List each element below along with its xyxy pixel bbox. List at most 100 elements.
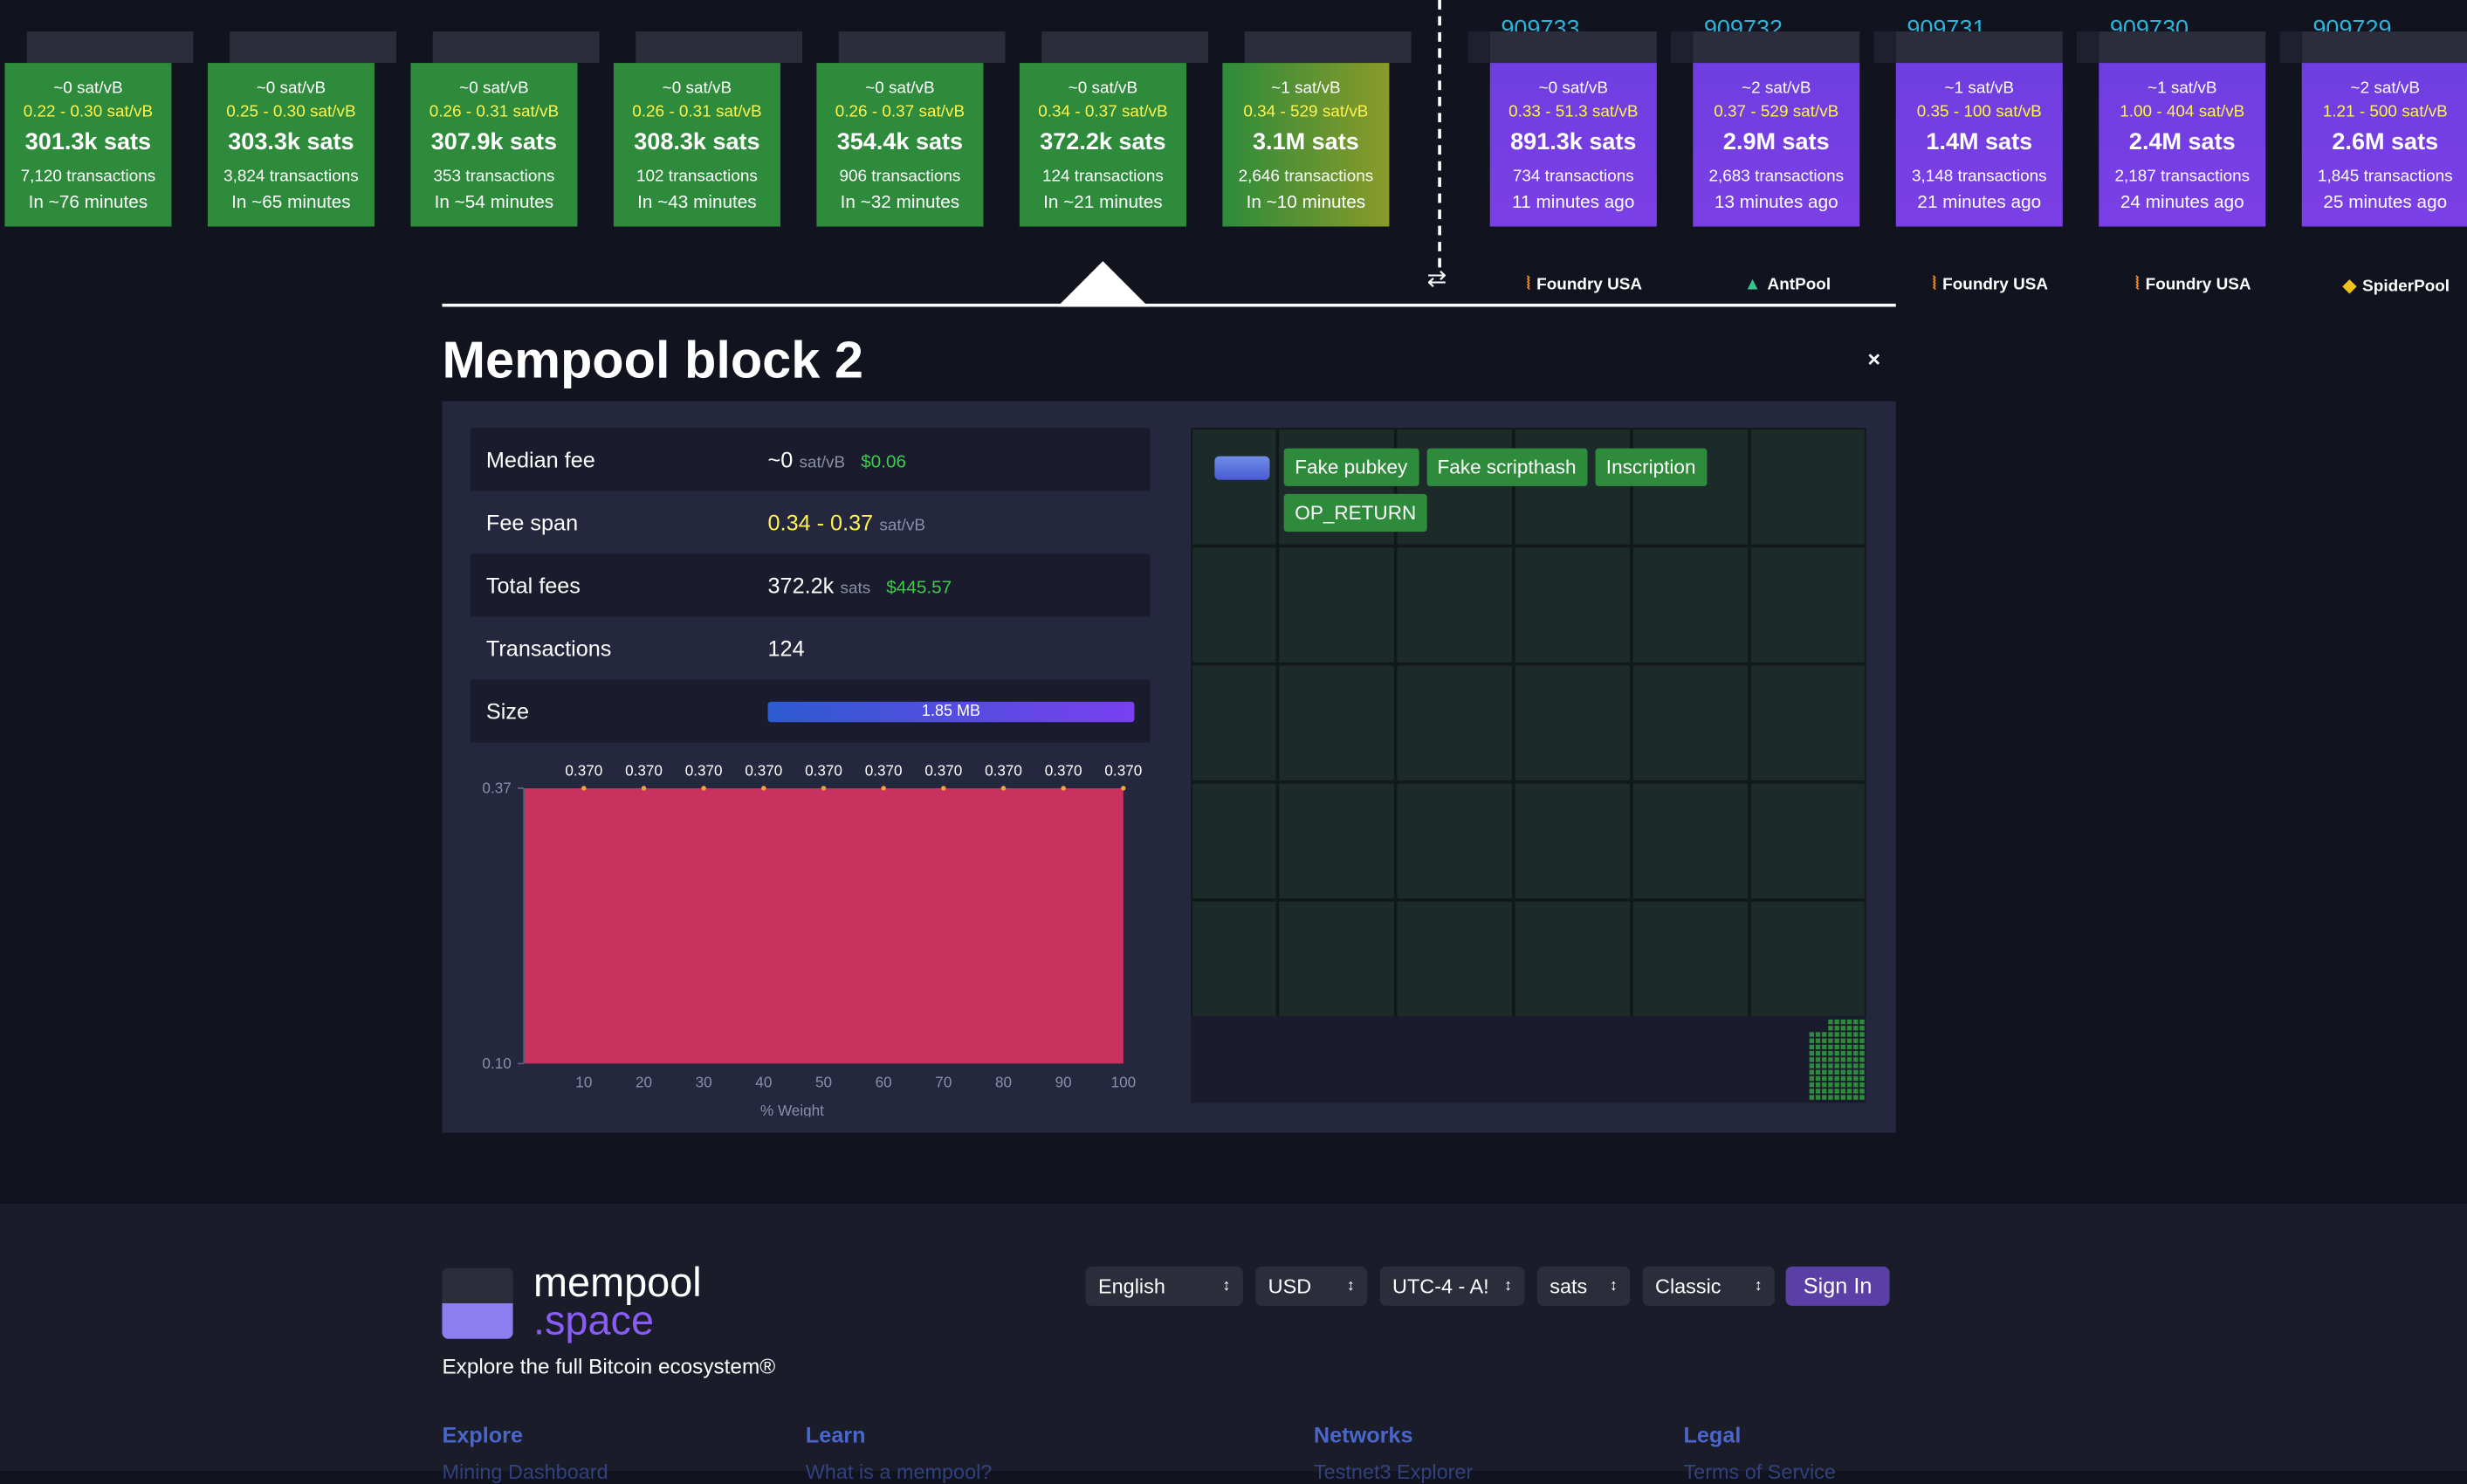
tx-square[interactable] bbox=[1822, 1089, 1827, 1094]
tx-square[interactable] bbox=[1859, 1019, 1865, 1025]
tx-square[interactable] bbox=[1846, 1069, 1852, 1075]
tx-square[interactable] bbox=[1846, 1050, 1852, 1056]
mempool-block[interactable]: ~0 sat/vB 0.26 - 0.31 sat/vB 307.9k sats 35… bbox=[410, 31, 600, 227]
tag-filter-button[interactable]: OP_RETURN bbox=[1283, 493, 1427, 532]
tx-square[interactable] bbox=[1840, 1019, 1846, 1025]
tx-square[interactable] bbox=[1749, 428, 1866, 546]
tag-filter-button[interactable]: Fake pubkey bbox=[1283, 448, 1419, 486]
tx-square[interactable] bbox=[1834, 1019, 1839, 1025]
tx-square[interactable] bbox=[1809, 1089, 1815, 1094]
tx-square[interactable] bbox=[1853, 1095, 1859, 1100]
tx-square[interactable] bbox=[1822, 1038, 1827, 1043]
tx-square[interactable] bbox=[1828, 1032, 1833, 1037]
tx-square[interactable] bbox=[1815, 1082, 1821, 1088]
footer-link[interactable]: What is a mempool? bbox=[805, 1460, 993, 1484]
tx-square[interactable] bbox=[1191, 663, 1278, 782]
tx-square[interactable] bbox=[1749, 663, 1866, 782]
mempool-block[interactable]: ~1 sat/vB 0.34 - 529 sat/vB 3.1M sats 2,646… bbox=[1222, 31, 1412, 227]
tx-square[interactable] bbox=[1749, 899, 1866, 1019]
mining-pool[interactable]: ⦚ Foundry USA bbox=[1896, 275, 2085, 295]
tx-square[interactable] bbox=[1513, 663, 1632, 782]
tx-square[interactable] bbox=[1834, 1044, 1839, 1050]
tx-square[interactable] bbox=[1834, 1038, 1839, 1043]
tx-square[interactable] bbox=[1631, 663, 1750, 782]
tx-square[interactable] bbox=[1859, 1038, 1865, 1043]
tx-square[interactable] bbox=[1840, 1026, 1846, 1031]
footer-link[interactable]: Testnet3 Explorer bbox=[1313, 1460, 1474, 1484]
tx-square[interactable] bbox=[1853, 1063, 1859, 1068]
tx-square[interactable] bbox=[1513, 899, 1632, 1019]
tx-square[interactable] bbox=[1834, 1089, 1839, 1094]
tx-square[interactable] bbox=[1277, 663, 1396, 782]
tx-square[interactable] bbox=[1815, 1032, 1821, 1037]
block-visualization[interactable] bbox=[1191, 428, 1866, 1103]
tx-square[interactable] bbox=[1859, 1050, 1865, 1056]
tx-square[interactable] bbox=[1853, 1026, 1859, 1031]
tx-square[interactable] bbox=[1846, 1032, 1852, 1037]
tx-square[interactable] bbox=[1859, 1044, 1865, 1050]
timezone-select[interactable]: UTC-4 - A! bbox=[1379, 1266, 1525, 1306]
tx-square[interactable] bbox=[1859, 1032, 1865, 1037]
tx-square[interactable] bbox=[1834, 1082, 1839, 1088]
tx-square[interactable] bbox=[1846, 1082, 1852, 1088]
theme-select[interactable]: Classic bbox=[1642, 1266, 1775, 1306]
mempool-block[interactable]: ~0 sat/vB 0.26 - 0.31 sat/vB 308.3k sats 10… bbox=[613, 31, 803, 227]
tx-square[interactable] bbox=[1815, 1063, 1821, 1068]
tx-square[interactable] bbox=[1395, 899, 1514, 1019]
tx-square[interactable] bbox=[1822, 1095, 1827, 1100]
tx-square[interactable] bbox=[1828, 1026, 1833, 1031]
tx-square[interactable] bbox=[1853, 1038, 1859, 1043]
tx-square[interactable] bbox=[1513, 781, 1632, 900]
tx-square[interactable] bbox=[1395, 663, 1514, 782]
tx-square[interactable] bbox=[1828, 1095, 1833, 1100]
unit-select[interactable]: sats bbox=[1536, 1266, 1631, 1306]
language-select[interactable]: English bbox=[1085, 1266, 1243, 1306]
tx-square[interactable] bbox=[1834, 1050, 1839, 1056]
tx-square[interactable] bbox=[1277, 546, 1396, 664]
tx-square[interactable] bbox=[1859, 1063, 1865, 1068]
tx-square[interactable] bbox=[1859, 1057, 1865, 1062]
tx-square[interactable] bbox=[1834, 1075, 1839, 1082]
confirmed-block[interactable]: 909730 ~1 sat/vB 1.00 - 404 sat/vB 2.4M sat… bbox=[2077, 16, 2266, 294]
tx-square[interactable] bbox=[1840, 1050, 1846, 1056]
tx-square[interactable] bbox=[1277, 781, 1396, 900]
tx-square[interactable] bbox=[1809, 1038, 1815, 1043]
currency-select[interactable]: USD bbox=[1255, 1266, 1368, 1306]
tx-square[interactable] bbox=[1822, 1050, 1827, 1056]
tx-square[interactable] bbox=[1840, 1032, 1846, 1037]
tx-square[interactable] bbox=[1815, 1044, 1821, 1050]
tx-square[interactable] bbox=[1395, 546, 1514, 664]
tx-square[interactable] bbox=[1853, 1089, 1859, 1094]
tx-square[interactable] bbox=[1809, 1075, 1815, 1082]
confirmed-block[interactable]: 909732 ~2 sat/vB 0.37 - 529 sat/vB 2.9M sat… bbox=[1671, 16, 1860, 294]
tx-square[interactable] bbox=[1809, 1063, 1815, 1068]
tx-square[interactable] bbox=[1513, 546, 1632, 664]
tx-square[interactable] bbox=[1828, 1075, 1833, 1082]
tx-square[interactable] bbox=[1395, 781, 1514, 900]
tx-square[interactable] bbox=[1809, 1032, 1815, 1037]
tx-square[interactable] bbox=[1846, 1057, 1852, 1062]
tx-square[interactable] bbox=[1749, 781, 1866, 900]
tx-square[interactable] bbox=[1828, 1069, 1833, 1075]
tx-square[interactable] bbox=[1846, 1026, 1852, 1031]
tx-square[interactable] bbox=[1840, 1063, 1846, 1068]
mempool-block[interactable]: ~0 sat/vB 0.22 - 0.30 sat/vB 301.3k sats 7,… bbox=[4, 31, 194, 227]
tx-square[interactable] bbox=[1828, 1063, 1833, 1068]
tx-square[interactable] bbox=[1809, 1050, 1815, 1056]
footer-link[interactable]: Mining Dashboard bbox=[442, 1460, 608, 1484]
tx-square[interactable] bbox=[1853, 1069, 1859, 1075]
tag-filter-button[interactable]: Fake scripthash bbox=[1426, 448, 1588, 486]
confirmed-block[interactable]: 909731 ~1 sat/vB 0.35 - 100 sat/vB 1.4M sat… bbox=[1873, 16, 2063, 294]
tx-square[interactable] bbox=[1631, 781, 1750, 900]
tx-square[interactable] bbox=[1809, 1082, 1815, 1088]
tx-square[interactable] bbox=[1846, 1089, 1852, 1094]
mempool-logo-icon[interactable] bbox=[442, 1268, 513, 1339]
tx-square[interactable] bbox=[1853, 1057, 1859, 1062]
tx-square[interactable] bbox=[1815, 1095, 1821, 1100]
tx-square[interactable] bbox=[1846, 1063, 1852, 1068]
tx-square[interactable] bbox=[1815, 1038, 1821, 1043]
tx-square[interactable] bbox=[1834, 1069, 1839, 1075]
tx-square[interactable] bbox=[1191, 899, 1278, 1019]
tx-square[interactable] bbox=[1809, 1069, 1815, 1075]
tx-square[interactable] bbox=[1859, 1075, 1865, 1082]
